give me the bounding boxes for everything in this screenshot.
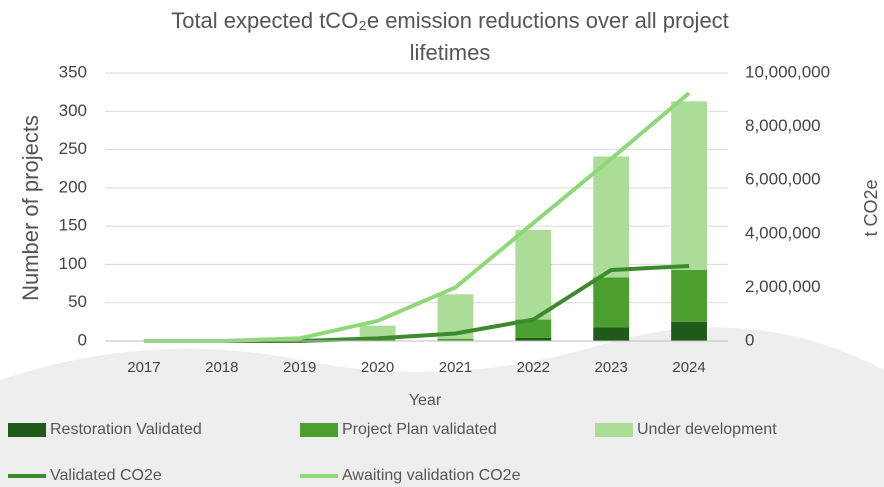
chart-title: Total expected tCO₂e emission reductions… [171,8,729,65]
bar [515,337,552,341]
y-tick-label: 250 [59,139,87,158]
x-tick-label: 2021 [439,359,472,376]
y-axis-title: Number of projects [18,115,43,301]
background-scenery [0,327,884,487]
bar [515,319,552,338]
bar [671,269,707,322]
x-tick-label: 2020 [361,359,394,376]
bar [671,101,707,270]
bar [593,277,630,328]
x-tick-label: 2023 [595,359,628,376]
bar [593,327,630,341]
y-tick-label: 150 [59,216,87,235]
legend-label: Project Plan validated [342,421,497,438]
bar [593,156,630,278]
x-tick-label: 2024 [672,359,705,376]
legend-label: Awaiting validation CO2e [342,467,521,484]
legend-label: Validated CO2e [50,467,162,484]
bar [671,321,707,341]
y-tick-label: 0 [78,330,87,349]
legend-label: Under development [637,421,777,438]
x-tick-label: 2017 [127,359,160,376]
bar [437,338,474,341]
x-axis-title: Year [409,392,442,409]
x-tick-label: 2018 [205,359,238,376]
y-tick-label: 300 [59,101,87,120]
bar [515,229,552,320]
y-tick-label: 50 [68,292,87,311]
y-tick-label: 350 [59,62,87,81]
y2-tick-label: 0 [745,330,754,349]
y2-tick-label: 8,000,000 [745,116,821,135]
legend-swatch [595,423,633,437]
y2-axis-title: t CO2e [861,179,881,236]
y-tick-label: 100 [59,254,87,273]
x-tick-label: 2019 [283,359,316,376]
y2-tick-label: 10,000,000 [745,62,830,81]
legend-swatch [8,423,46,437]
legend-label: Restoration Validated [50,421,202,438]
y2-tick-label: 2,000,000 [745,277,821,296]
y2-tick-label: 6,000,000 [745,170,821,189]
legend-swatch [300,423,338,437]
y2-tick-label: 4,000,000 [745,223,821,242]
x-tick-label: 2022 [517,359,550,376]
y-tick-label: 200 [59,177,87,196]
